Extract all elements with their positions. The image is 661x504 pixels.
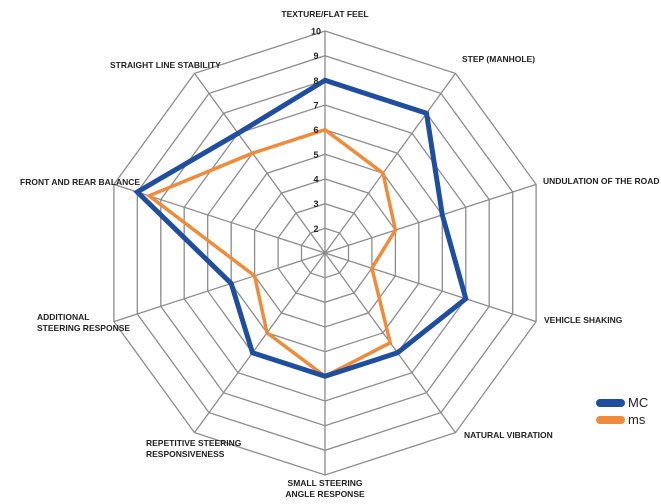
tick-label: 4 (313, 175, 318, 185)
series-line-mc (133, 77, 469, 379)
tick-labels: 2 3 4 5 6 7 8 9 10 (311, 27, 321, 234)
tick-label: 2 (313, 224, 318, 234)
tick-label: 3 (313, 199, 318, 209)
grid-spoke (324, 183, 537, 254)
tick-label: 7 (313, 101, 318, 111)
legend-label-mc: MC (628, 395, 649, 410)
series-line-ms (145, 127, 398, 379)
legend-item-mc: MC (596, 394, 648, 411)
axis-label: UNDULATION OF THE ROAD SURFACE (543, 176, 661, 186)
axis-label: VEHICLE SHAKING (544, 315, 623, 325)
legend-label-ms: ms (628, 412, 646, 427)
legend-item-ms: ms (596, 411, 648, 428)
axis-label: ADDITIONAL STEERING RESPONSE (37, 312, 130, 333)
tick-label: 5 (313, 150, 318, 160)
tick-label: 9 (313, 51, 318, 61)
series (133, 77, 469, 379)
tick-label: 6 (313, 125, 318, 135)
grid-spoke (193, 73, 326, 254)
axis-label: STEP (MANHOLE) (462, 54, 535, 64)
grid-spoke (113, 252, 326, 323)
tick-label: 10 (311, 27, 321, 37)
axis-label: TEXTURE/FLAT FEEL (281, 9, 368, 19)
axis-label: REPETITIVE STEERING RESPONSIVENESS (146, 438, 242, 459)
grid-spoke (324, 73, 457, 254)
grid-spoke (193, 252, 326, 433)
axis-labels: TEXTURE/FLAT FEEL STEP (MANHOLE) UNDULATIO… (20, 9, 661, 499)
axis-label: STRAIGHT LINE STABILITY (110, 60, 221, 70)
axis-label: FRONT AND REAR BALANCE (20, 177, 140, 187)
axis-label: SMALL STEERING ANGLE RESPONSE (285, 478, 365, 499)
legend-swatch-ms (596, 415, 625, 424)
axis-label: NATURAL VIBRATION (464, 430, 553, 440)
grid-spoke (324, 252, 537, 323)
grid (113, 30, 537, 476)
legend: MC ms (596, 394, 648, 428)
tick-label: 8 (313, 76, 318, 86)
legend-swatch-mc (596, 398, 625, 407)
grid-spoke (113, 183, 326, 254)
